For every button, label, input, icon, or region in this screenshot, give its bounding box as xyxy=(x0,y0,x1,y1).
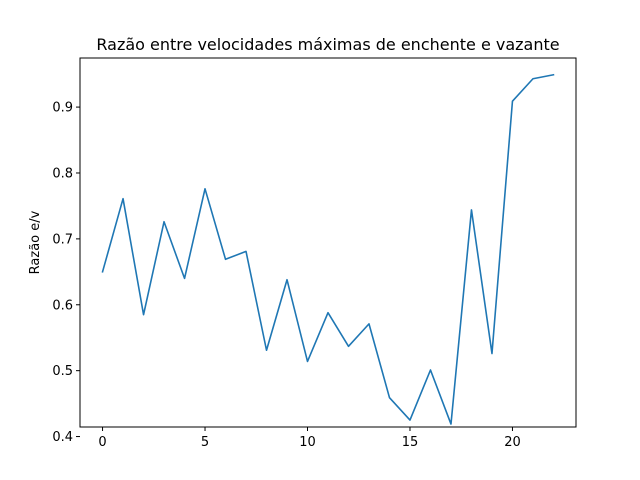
y-tick-label: 0.8 xyxy=(52,166,73,181)
x-tick-label: 0 xyxy=(98,435,106,450)
y-tick-label: 0.6 xyxy=(52,298,73,313)
data-point xyxy=(307,361,308,362)
data-point xyxy=(286,279,287,280)
data-point xyxy=(491,353,492,354)
y-tick-label: 0.7 xyxy=(52,232,73,247)
data-point xyxy=(348,346,349,347)
y-tick-label: 0.5 xyxy=(52,364,73,379)
data-point xyxy=(327,312,328,313)
series-line xyxy=(101,73,555,425)
data-point xyxy=(184,278,185,279)
data-point xyxy=(450,423,451,424)
data-point xyxy=(512,101,513,102)
data-point xyxy=(471,209,472,210)
data-point xyxy=(430,369,431,370)
data-point xyxy=(409,419,410,420)
data-point xyxy=(204,188,205,189)
data-point xyxy=(389,397,390,398)
data-point xyxy=(143,314,144,315)
data-point xyxy=(163,221,164,222)
x-tick-label: 10 xyxy=(299,435,316,450)
data-point xyxy=(245,251,246,252)
data-point xyxy=(368,323,369,324)
data-point xyxy=(532,78,533,79)
y-tick-label: 0.9 xyxy=(52,101,73,116)
data-point xyxy=(102,271,103,272)
ticks-layer: 0 5 10 15 20 0.4 0.5 0.6 0.7 0.8 0.9 xyxy=(52,101,520,450)
chart-title: Razão entre velocidades máximas de enche… xyxy=(96,35,559,54)
series-layer xyxy=(101,73,555,425)
data-point xyxy=(122,198,123,199)
data-point xyxy=(553,74,554,75)
plot-frame xyxy=(79,57,577,428)
data-point xyxy=(225,259,226,260)
data-point xyxy=(266,350,267,351)
y-axis-label: Razão e/v xyxy=(28,210,43,274)
x-tick-label: 20 xyxy=(504,435,521,450)
y-tick-label: 0.4 xyxy=(52,430,73,445)
x-tick-label: 5 xyxy=(201,435,209,450)
x-tick-label: 15 xyxy=(402,435,419,450)
